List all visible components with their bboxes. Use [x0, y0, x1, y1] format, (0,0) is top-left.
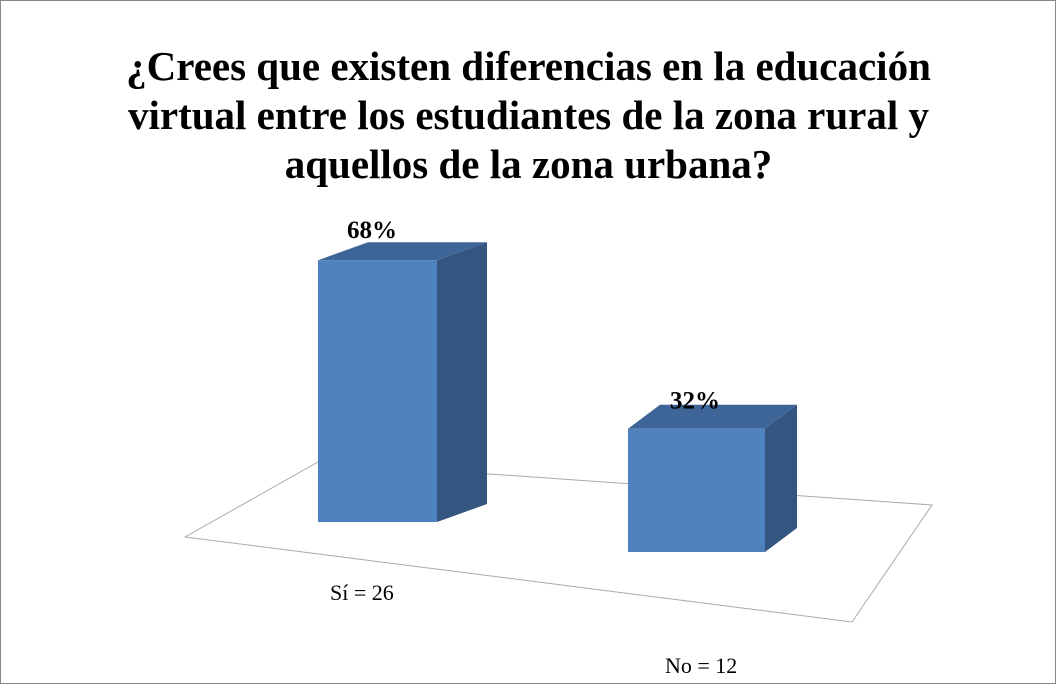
chart-title: ¿Crees que existen diferencias en la edu…: [126, 43, 931, 187]
bar-side: [437, 242, 487, 522]
x-tick-label: Sí = 26: [330, 580, 394, 605]
bar-side: [765, 404, 797, 552]
bar: [318, 242, 487, 522]
floor: [183, 461, 933, 623]
bar-front: [628, 428, 765, 552]
bar-top: [628, 404, 797, 429]
x-tick-label: No = 12: [665, 653, 737, 678]
bar-top: [318, 242, 487, 261]
data-label: 32%: [670, 388, 720, 415]
bar-front: [318, 260, 437, 522]
data-label: 68%: [347, 217, 397, 244]
bar: [628, 404, 797, 552]
